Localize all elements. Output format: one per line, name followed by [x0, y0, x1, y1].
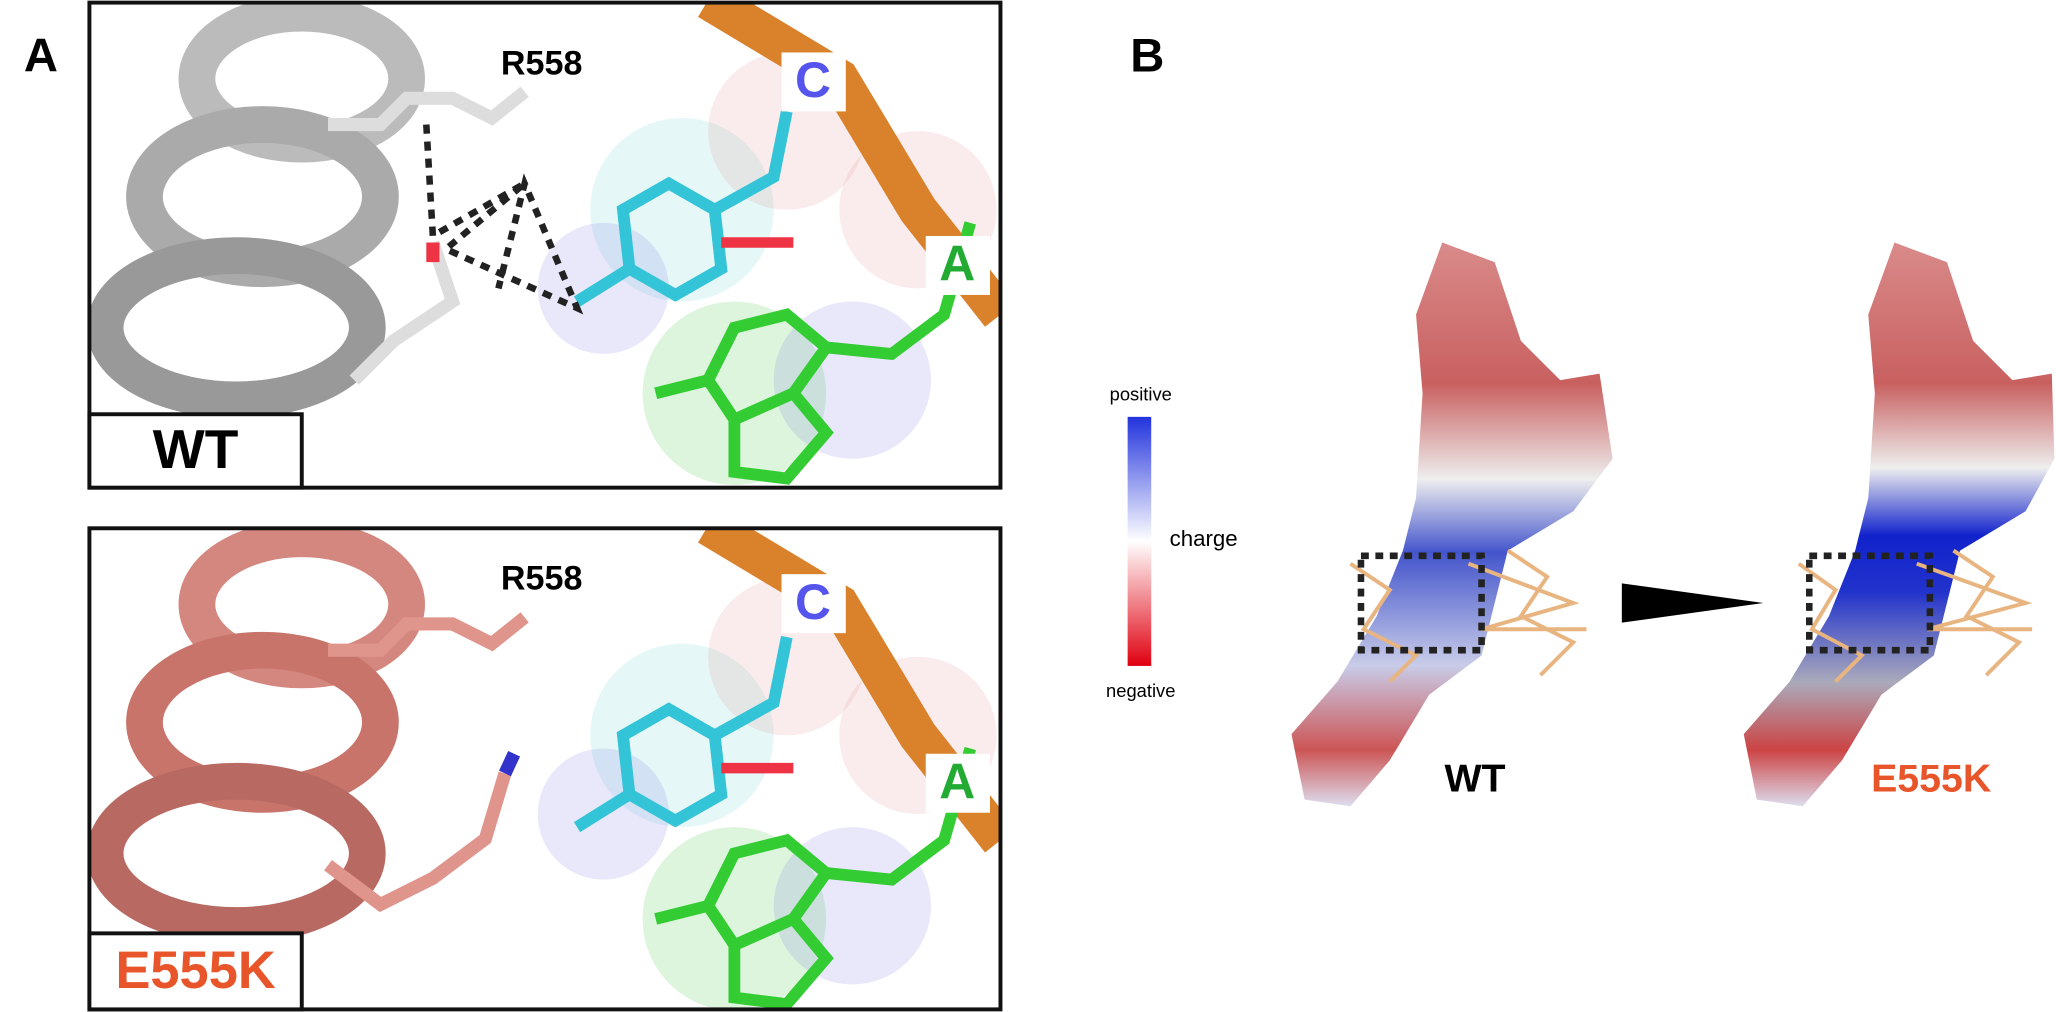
variant-label: WT [1444, 757, 1505, 801]
label-box [925, 753, 990, 813]
dna-strand [1467, 561, 1587, 632]
label-box [87, 931, 304, 1012]
wt-structure [89, 2, 1000, 485]
protein-surface [1291, 242, 1613, 807]
label-box [781, 52, 846, 112]
variant-label: E555K [115, 942, 275, 1000]
side-chain [327, 86, 529, 132]
highlight-box [1357, 552, 1485, 654]
dna-strand [1916, 561, 2033, 632]
colorbar [1127, 416, 1152, 666]
mutant-structure [89, 528, 1000, 1011]
atom [499, 750, 521, 777]
base-label: C [795, 52, 831, 108]
label-box [87, 412, 304, 490]
side-chain [349, 240, 461, 385]
dna [1797, 548, 2033, 684]
panel-frame [87, 526, 1003, 1012]
variant-label: E555K [1871, 757, 1992, 801]
dna-strand [1349, 562, 1420, 684]
residue-label: R558 [501, 45, 582, 83]
panel-frame [87, 0, 1003, 490]
base-label: A [939, 753, 975, 809]
highlight-box [1806, 552, 1934, 654]
base-label: A [939, 236, 975, 292]
helix [89, 237, 386, 419]
panel-label: A [24, 29, 58, 82]
dna-strand [1797, 562, 1865, 684]
dna [1349, 548, 1587, 684]
h-bond [423, 124, 584, 315]
helix [89, 762, 386, 944]
colorbar-label: negative [1106, 680, 1175, 701]
label-box [925, 235, 990, 295]
colorbar-label: positive [1110, 384, 1172, 405]
protein-surface [1743, 242, 2055, 807]
panel-label: B [1130, 29, 1164, 82]
colorbar-title: charge [1170, 526, 1238, 551]
residue-label: R558 [501, 560, 582, 598]
dna-strand [1952, 548, 2023, 677]
variant-label: WT [153, 418, 239, 480]
side-chain [324, 771, 512, 913]
base-label: C [795, 574, 831, 630]
label-box [781, 574, 846, 634]
side-chain [327, 612, 529, 657]
arrow [1621, 583, 1764, 623]
